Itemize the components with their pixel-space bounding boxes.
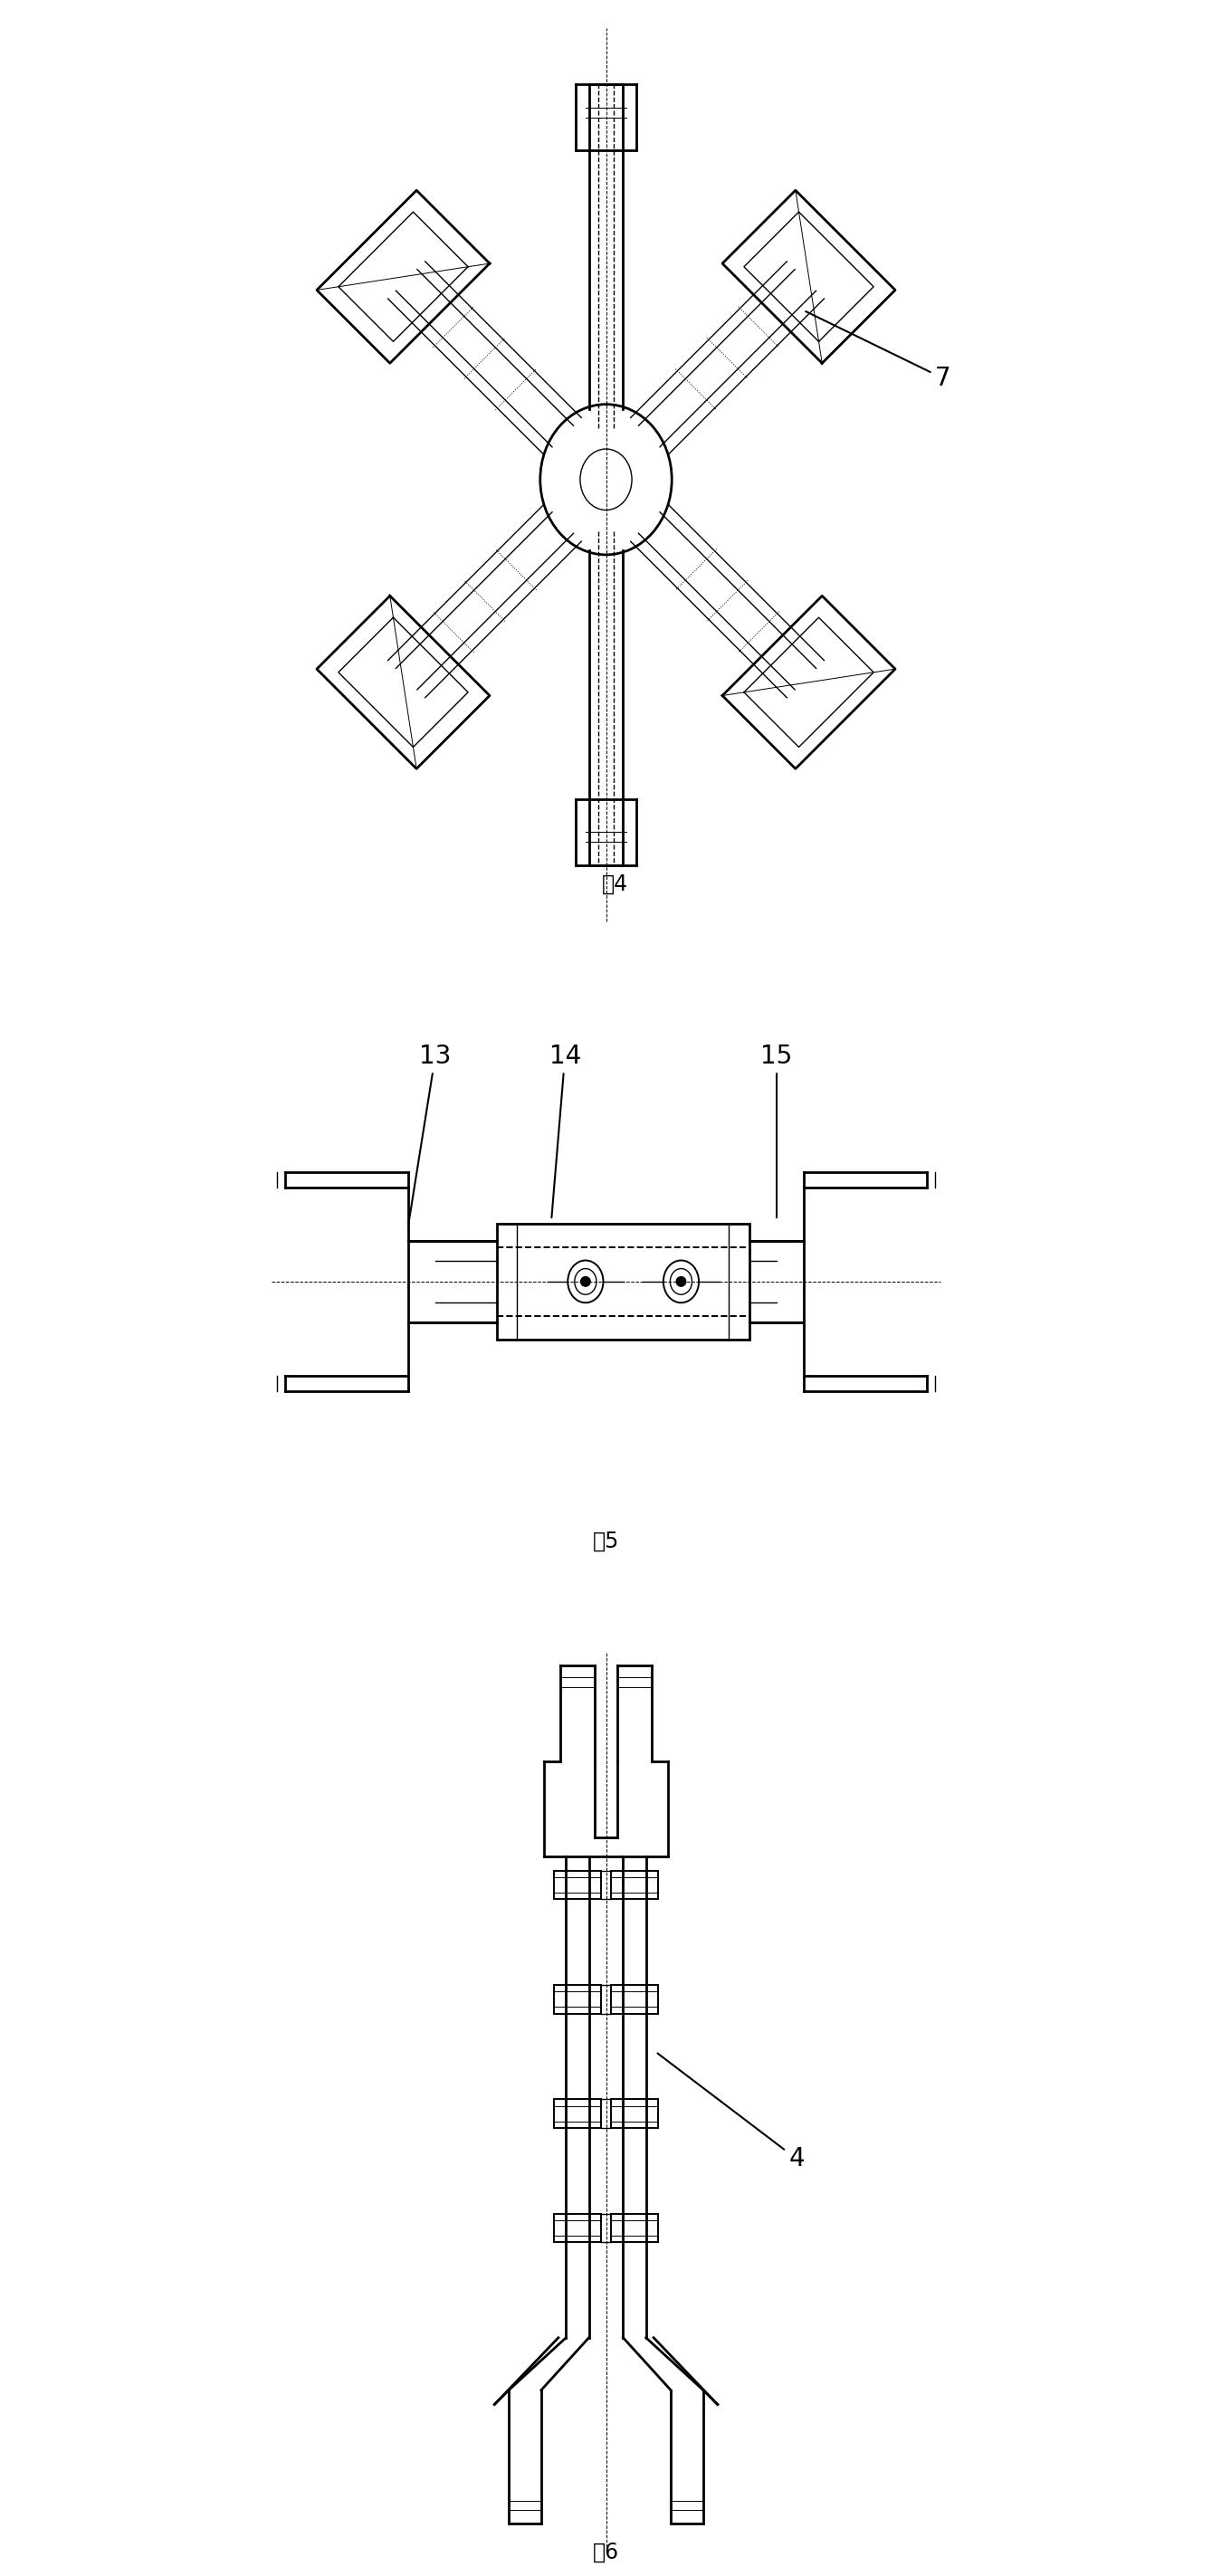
Bar <box>554 1986 601 2014</box>
Text: 14: 14 <box>549 1043 581 1218</box>
Circle shape <box>676 1278 686 1285</box>
Bar <box>611 1986 658 2014</box>
Bar <box>611 1870 658 1899</box>
Bar <box>554 1870 601 1899</box>
Bar <box>611 2099 658 2128</box>
Bar <box>554 2213 601 2241</box>
Text: 图6: 图6 <box>593 2543 619 2563</box>
Text: 4: 4 <box>658 2053 805 2172</box>
Bar <box>611 2213 658 2241</box>
Text: 7: 7 <box>806 312 951 392</box>
Text: 15: 15 <box>761 1043 793 1218</box>
Bar <box>554 2099 601 2128</box>
Text: 13: 13 <box>408 1043 451 1224</box>
Text: 图4: 图4 <box>602 873 629 894</box>
Text: 图5: 图5 <box>593 1530 619 1551</box>
Circle shape <box>581 1278 590 1285</box>
Bar <box>497 1224 749 1340</box>
